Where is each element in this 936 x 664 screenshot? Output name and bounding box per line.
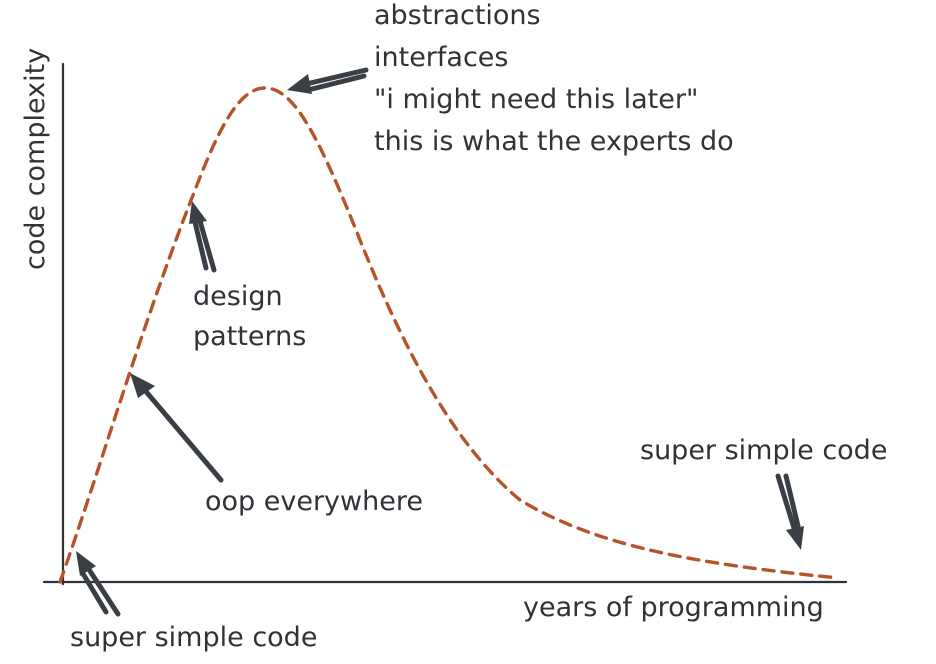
annotation-peak-line2: interfaces: [374, 42, 509, 73]
annotation-peak-line3: "i might need this later": [374, 84, 698, 115]
arrow-patterns: [189, 201, 217, 273]
annotation-end: super simple code: [640, 435, 887, 466]
annotation-patterns-line2: patterns: [193, 321, 306, 352]
x-axis-label: years of programming: [523, 592, 824, 623]
annotation-oop: oop everywhere: [205, 486, 423, 517]
annotation-peak-line4: this is what the experts do: [374, 126, 734, 157]
annotation-start: super simple code: [70, 622, 317, 653]
annotation-peak-line1: abstractions: [374, 0, 541, 31]
y-axis-label: code complexity: [20, 48, 51, 270]
arrow-peak: [287, 67, 369, 94]
annotation-patterns-line1: design: [193, 281, 283, 312]
arrow-start: [76, 551, 121, 617]
arrow-oop: [130, 373, 224, 483]
arrow-end: [775, 473, 804, 550]
complexity-curve: [58, 86, 840, 584]
